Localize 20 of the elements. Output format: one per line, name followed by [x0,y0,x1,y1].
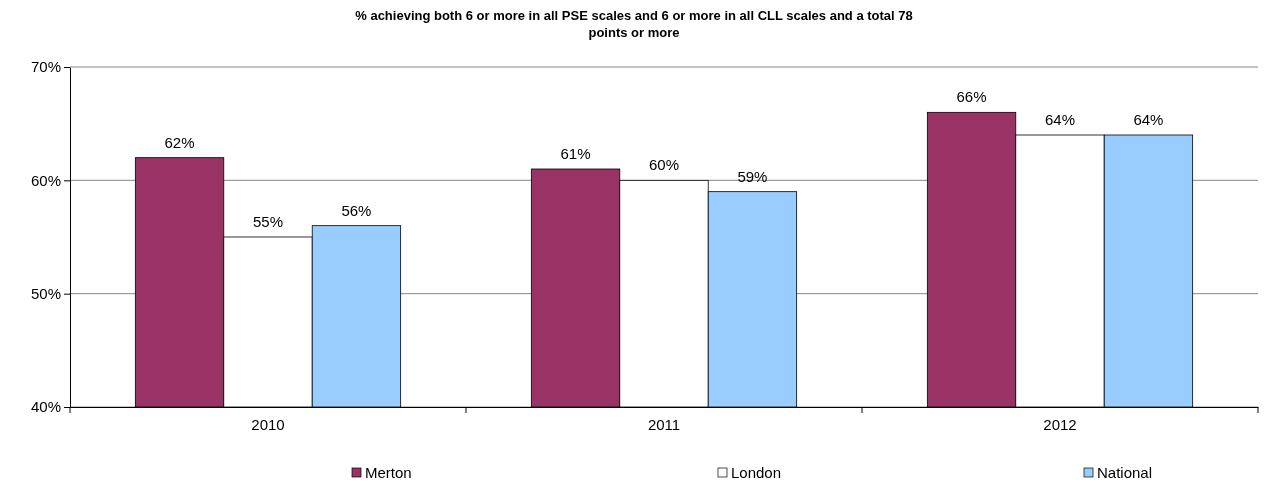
data-label: 62% [164,133,195,151]
y-tick-label: 50% [30,284,61,302]
data-label: 64% [1044,111,1076,128]
legend-label: Merton [365,464,412,481]
legend-label: National [1097,464,1153,481]
x-tick-label: 2012 [1043,415,1077,433]
data-label: 59% [737,167,768,185]
data-label: 64% [1133,111,1164,128]
y-tick-label: 60% [30,171,61,189]
data-label: 56% [341,201,372,219]
data-label: 55% [252,213,284,230]
x-tick-label: 2010 [251,415,285,433]
data-label: 61% [560,145,591,162]
y-tick-label: 70% [30,58,61,76]
data-label: 66% [956,88,987,106]
x-tick-label: 2011 [647,415,681,433]
chart-title: % achieving both 6 or more in all PSE scales and 6 or more in all CLL scales and a total 78 points or more [355,8,913,40]
data-label: 60% [648,156,680,174]
legend-label: London [731,464,782,481]
y-tick-label: 40% [30,398,61,416]
